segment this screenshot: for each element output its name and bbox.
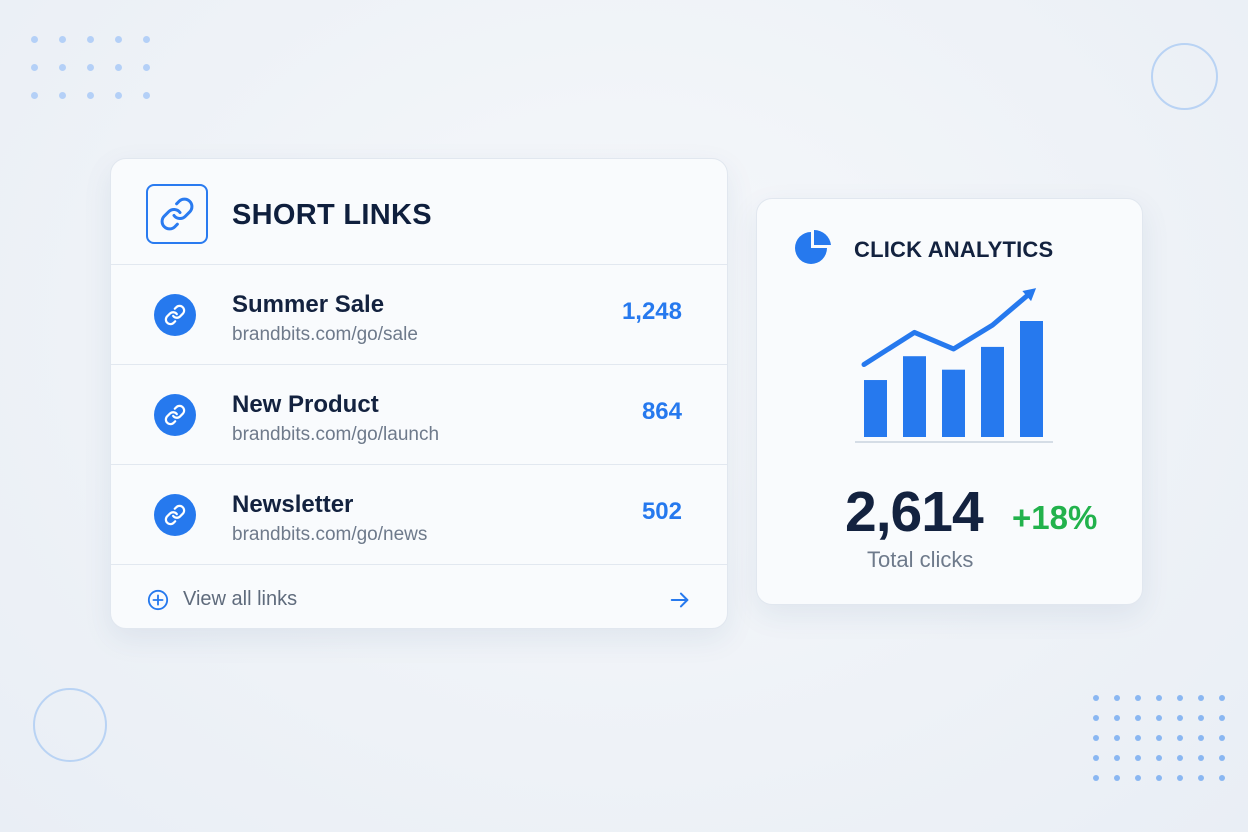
link-row-summer-sale[interactable]: Summer Sale brandbits.com/go/sale 1,248 (111, 265, 727, 365)
decorative-dot-grid (1093, 695, 1225, 781)
short-links-header: SHORT LINKS (111, 159, 727, 265)
chart-trend-arrowhead (1022, 288, 1037, 302)
chart-trend-line (861, 289, 1034, 367)
short-links-card: SHORT LINKS Summer Sale brandbits.com/go… (110, 158, 728, 629)
click-analytics-card: CLICK ANALYTICS 2,614 +18% Total clicks (756, 198, 1143, 605)
short-links-title: SHORT LINKS (232, 199, 432, 231)
decorative-dot-grid (31, 36, 150, 99)
link-row-newsletter[interactable]: Newsletter brandbits.com/go/news 502 (111, 465, 727, 565)
chart-bar (903, 356, 926, 437)
chart-bar (864, 380, 887, 437)
total-clicks-change: +18% (1012, 499, 1098, 536)
link-click-count: 1,248 (621, 298, 682, 325)
link-name: Summer Sale (232, 291, 385, 318)
link-name: New Product (232, 391, 379, 418)
view-all-links-button[interactable]: View all links (111, 565, 727, 631)
link-icon (154, 294, 196, 336)
link-url[interactable]: brandbits.com/go/news (232, 524, 428, 545)
click-bar-chart (855, 288, 1053, 443)
link-icon (154, 494, 196, 536)
link-click-count: 502 (641, 498, 682, 525)
link-icon (146, 184, 208, 244)
total-clicks-label: Total clicks (867, 547, 974, 572)
view-all-links-label: View all links (183, 588, 298, 610)
decorative-circle (33, 688, 107, 762)
chart-bar (1020, 321, 1043, 437)
total-clicks-value: 2,614 (845, 480, 984, 544)
chart-bar (981, 346, 1004, 437)
pie-chart-icon (795, 229, 831, 264)
arrow-right-icon[interactable] (668, 589, 692, 611)
click-analytics-title: CLICK ANALYTICS (854, 237, 1054, 262)
link-row-new-product[interactable]: New Product brandbits.com/go/launch 864 (111, 365, 727, 465)
decorative-circle (1151, 43, 1218, 110)
plus-circle-icon (147, 589, 169, 611)
link-url[interactable]: brandbits.com/go/sale (232, 324, 418, 345)
link-name: Newsletter (232, 491, 354, 518)
link-icon (154, 394, 196, 436)
chart-bar (942, 369, 965, 437)
link-click-count: 864 (641, 398, 682, 425)
link-url[interactable]: brandbits.com/go/launch (232, 424, 440, 445)
